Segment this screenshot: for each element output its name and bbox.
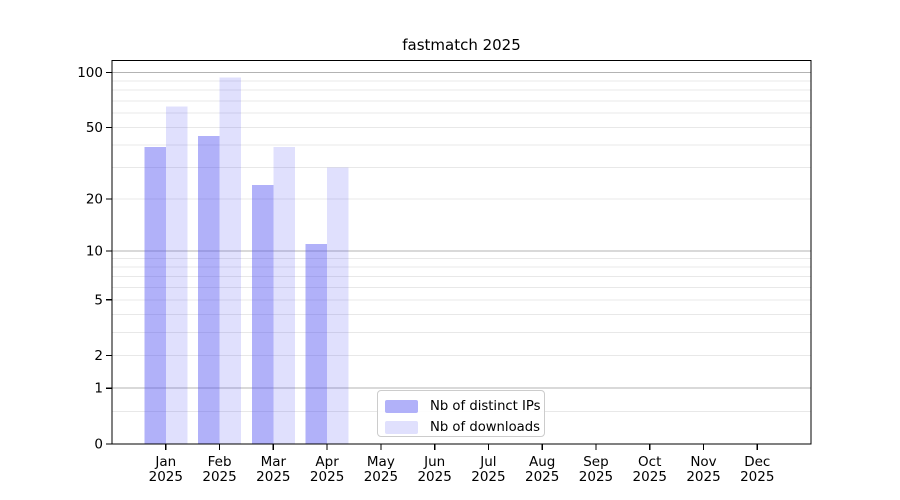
- y-tick-label: 2: [94, 348, 103, 364]
- bar-feb-downloads: [219, 77, 242, 445]
- bar-feb-distinct-ips: [198, 135, 220, 444]
- x-tick-label-year: 2025: [149, 469, 183, 485]
- legend: Nb of distinct IPs Nb of downloads: [377, 390, 545, 437]
- x-tick-label-month: Sep: [583, 454, 608, 470]
- legend-label-distinct-ips: Nb of distinct IPs: [430, 399, 541, 414]
- legend-item-distinct-ips: Nb of distinct IPs: [385, 396, 544, 417]
- x-tick-label-year: 2025: [633, 469, 667, 485]
- gridlines: [112, 71, 811, 412]
- bar-mar-downloads: [273, 147, 295, 444]
- x-tick-label-year: 2025: [310, 469, 344, 485]
- y-tick-label: 0: [94, 437, 103, 453]
- x-tick-label-year: 2025: [202, 469, 236, 485]
- y-tick-label: 10: [86, 243, 103, 259]
- y-tick-label: 100: [77, 65, 103, 81]
- y-tick-label: 50: [86, 120, 103, 136]
- x-tick-label-year: 2025: [579, 469, 613, 485]
- legend-item-downloads: Nb of downloads: [385, 417, 544, 438]
- plot-border: [111, 59, 812, 445]
- x-tick-label-month: Oct: [638, 454, 661, 470]
- tick-labels: 0125102050100Jan2025Feb2025Mar2025Apr202…: [77, 65, 774, 485]
- y-tick-label: 20: [86, 191, 103, 207]
- bar-apr-distinct-ips: [305, 243, 328, 444]
- x-tick-label-month: May: [367, 454, 395, 470]
- tick-marks: [106, 71, 758, 450]
- x-tick-label-month: Mar: [261, 454, 287, 470]
- y-tick-label: 5: [94, 292, 103, 308]
- x-tick-label-month: Feb: [208, 454, 232, 470]
- x-tick-label-year: 2025: [525, 469, 559, 485]
- x-tick-label-year: 2025: [471, 469, 505, 485]
- x-tick-label-month: Jul: [479, 454, 496, 470]
- x-tick-label-month: Jun: [423, 454, 445, 470]
- legend-swatch-downloads: [385, 421, 418, 434]
- chart-title: fastmatch 2025: [402, 36, 521, 54]
- legend-label-downloads: Nb of downloads: [430, 420, 540, 435]
- x-tick-label-month: Jan: [154, 454, 176, 470]
- axes-frame: [111, 59, 812, 445]
- x-tick-label-year: 2025: [364, 469, 398, 485]
- bar-mar-distinct-ips: [251, 184, 274, 444]
- bar-jan-distinct-ips: [144, 147, 166, 444]
- x-tick-label-month: Nov: [690, 454, 716, 470]
- x-tick-label-year: 2025: [417, 469, 451, 485]
- x-tick-label-year: 2025: [740, 469, 774, 485]
- x-tick-label-year: 2025: [686, 469, 720, 485]
- x-tick-label-month: Aug: [529, 454, 555, 470]
- x-tick-label-month: Dec: [744, 454, 770, 470]
- bar-apr-downloads: [327, 167, 349, 444]
- x-tick-label-year: 2025: [256, 469, 290, 485]
- bar-jan-downloads: [165, 106, 188, 445]
- bars: [144, 77, 349, 445]
- legend-swatch-distinct-ips: [385, 400, 418, 413]
- y-tick-label: 1: [94, 381, 103, 397]
- x-tick-label-month: Apr: [315, 454, 339, 470]
